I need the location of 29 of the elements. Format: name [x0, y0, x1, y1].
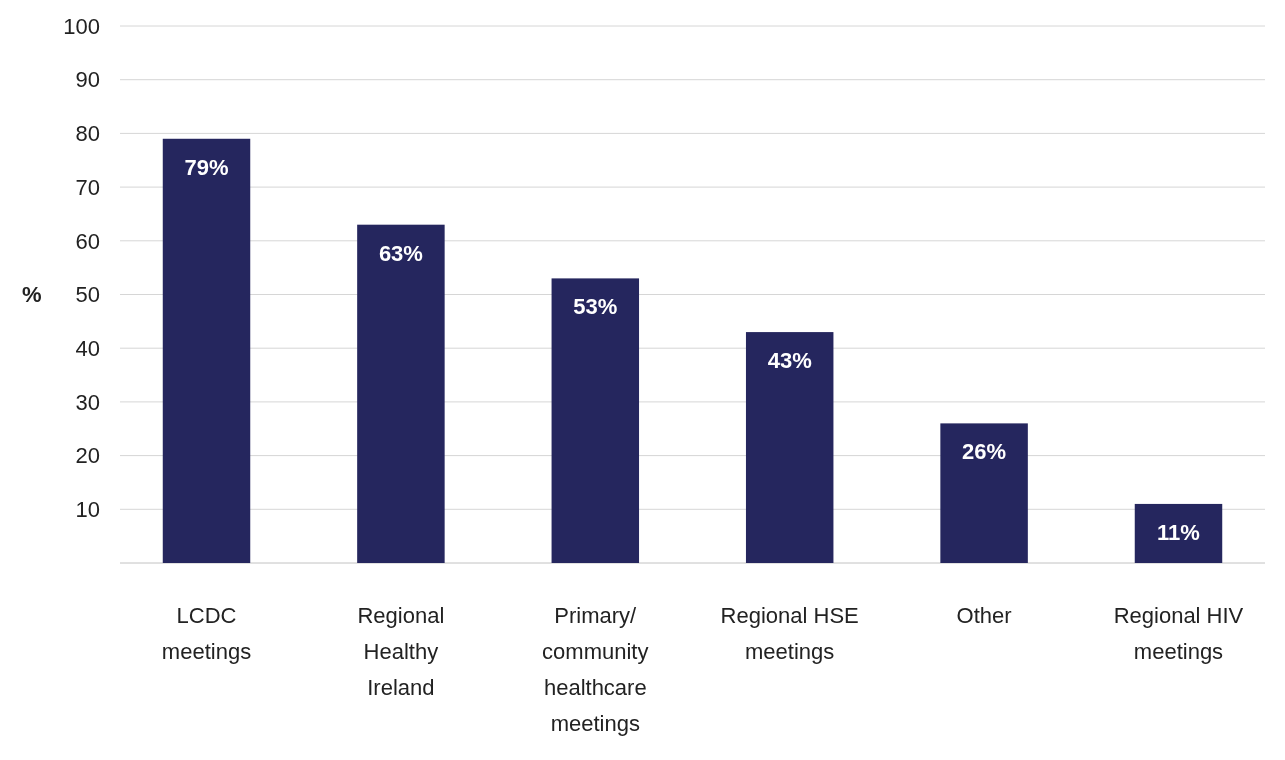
- bar: [357, 224, 445, 563]
- bar: [1134, 503, 1223, 563]
- y-tick-label: 10: [75, 497, 100, 522]
- x-tick-label: Primary/ community healthcare meetings: [542, 603, 649, 736]
- bar: [162, 138, 251, 563]
- y-tick-label: 70: [75, 174, 100, 200]
- bar: [745, 332, 834, 563]
- x-tick-label: Other: [956, 603, 1012, 628]
- y-tick-label: 90: [75, 67, 100, 93]
- x-tick-label: LCDC meetings: [161, 603, 252, 664]
- y-tick-label: 80: [75, 121, 100, 147]
- data-label: 11%: [1157, 519, 1200, 545]
- y-tick-label: 100: [63, 13, 100, 39]
- y-tick-label: 50: [75, 282, 100, 308]
- bar: [551, 278, 640, 563]
- x-tick-label: Regional HSE meetings: [720, 603, 859, 664]
- data-label: 79%: [184, 154, 229, 180]
- data-label: 63%: [378, 240, 423, 266]
- y-tick-label: 30: [75, 389, 100, 415]
- y-tick-label: 60: [75, 228, 100, 254]
- x-tick-label: Regional HIV meetings: [1113, 603, 1244, 664]
- y-tick-label: 40: [75, 335, 100, 361]
- y-axis-title: %: [22, 282, 42, 308]
- y-tick-label: 20: [75, 443, 100, 469]
- data-label: 43%: [767, 348, 812, 374]
- data-label: 53%: [573, 294, 618, 320]
- bar: [940, 423, 1028, 563]
- data-label: 26%: [962, 439, 1007, 465]
- x-tick-label: Regional Healthy Ireland: [357, 603, 445, 700]
